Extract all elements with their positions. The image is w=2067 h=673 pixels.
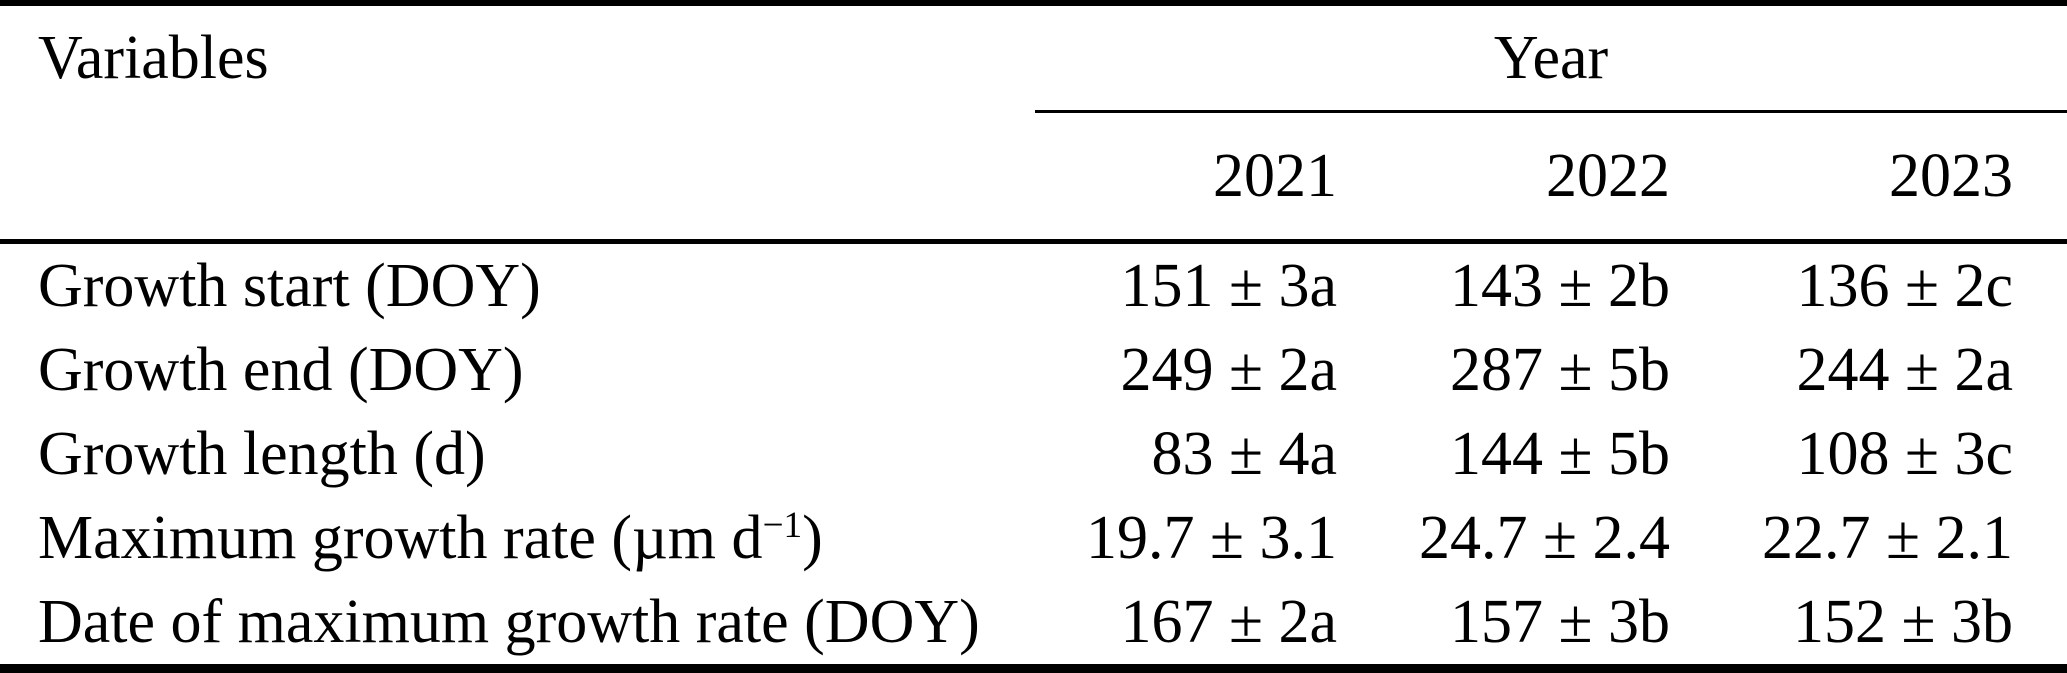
value-cell: 157 ± 3b [1337, 580, 1670, 673]
value-cell: 108 ± 3c [1796, 419, 2014, 488]
value-cell: 83 ± 4a [1151, 419, 1337, 488]
row-label: Maximum growth rate (µm d−1) [0, 496, 1035, 580]
column-header-variables: Variables [0, 0, 1035, 112]
table-row-growth-start: Growth start (DOY) 151 ± 3a 143 ± 2b 136… [0, 242, 2067, 329]
year-column-header-2021: 2021 [1035, 111, 1337, 244]
value-cell: 151 ± 3a [1120, 251, 1337, 320]
table-header: Variables Year 2021 2022 2023 [0, 0, 2067, 244]
table-row-max-growth-rate: Maximum growth rate (µm d−1) 19.7 ± 3.1 … [0, 496, 2067, 580]
year-column-header-2022: 2022 [1337, 111, 1670, 244]
row-label-text: Maximum growth rate (µm d [38, 503, 763, 572]
header-group-row: Variables Year [0, 0, 2067, 113]
row-label-text: ) [802, 503, 823, 572]
value-cell: 249 ± 2a [1120, 335, 1337, 404]
value-cell: 22.7 ± 2.1 [1762, 503, 2014, 572]
empty-header-cell [0, 111, 1035, 244]
value-cell: 136 ± 2c [1796, 251, 2014, 320]
row-label: Growth end (DOY) [38, 335, 524, 404]
value-cell: 144 ± 5b [1449, 419, 1670, 488]
row-label: Date of maximum growth rate (DOY) [0, 580, 1035, 673]
value-cell: 19.7 ± 3.1 [1085, 503, 1337, 572]
value-cell: 24.7 ± 2.4 [1418, 503, 1670, 572]
header-years-row: 2021 2022 2023 [0, 111, 2067, 244]
table-row-growth-end: Growth end (DOY) 249 ± 2a 287 ± 5b 244 ±… [0, 328, 2067, 412]
row-label: Growth length (d) [38, 419, 486, 488]
column-group-header-year: Year [1035, 0, 2067, 113]
value-cell: 167 ± 2a [1035, 580, 1337, 673]
value-cell: 244 ± 2a [1796, 335, 2014, 404]
value-cell: 287 ± 5b [1449, 335, 1670, 404]
table-body: Growth start (DOY) 151 ± 3a 143 ± 2b 136… [0, 242, 2067, 673]
year-column-header-2023: 2023 [1670, 111, 2067, 244]
value-cell: 143 ± 2b [1449, 251, 1670, 320]
superscript-exponent: −1 [762, 505, 803, 547]
row-label: Growth start (DOY) [38, 251, 541, 320]
value-cell: 152 ± 3b [1670, 580, 2067, 673]
table-row-date-max-growth-rate: Date of maximum growth rate (DOY) 167 ± … [0, 580, 2067, 673]
table-row-growth-length: Growth length (d) 83 ± 4a 144 ± 5b 108 ±… [0, 412, 2067, 496]
